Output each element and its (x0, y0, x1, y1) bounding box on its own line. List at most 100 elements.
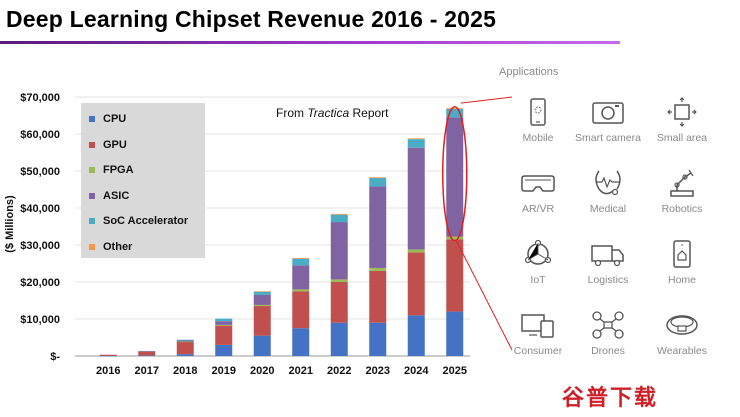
source-suffix: Report (349, 106, 389, 120)
bar-segment-cpu (215, 344, 233, 356)
chart-legend: CPU GPU FPGA ASIC SoC Accelerator Other (81, 103, 205, 258)
highlight-annotation (442, 96, 513, 351)
medical-icon (569, 167, 647, 199)
source-prefix: From (276, 106, 308, 120)
application-small-area: Small area (643, 96, 721, 144)
ar-vr-icon (499, 167, 577, 199)
application-label: AR/VR (521, 203, 555, 215)
source-italic: Tractica (307, 106, 350, 120)
bar-segment-cpu (253, 335, 271, 356)
bar-segment-cpu (138, 355, 156, 357)
drones-icon (569, 309, 647, 341)
bar-segment-soc-accelerator (176, 339, 194, 341)
bar-segment-gpu (99, 354, 117, 356)
bar-segment-gpu (407, 252, 425, 316)
y-tick-labels: $- $10,000 $20,000 $30,000 $40,000 $50,000 $60… (20, 92, 60, 363)
bar-segment-cpu (407, 315, 425, 356)
x-tick-label: 2019 (212, 365, 236, 377)
highlight-ellipse (442, 106, 468, 242)
x-tick-label: 2017 (135, 365, 159, 377)
bar-segment-asic (253, 294, 271, 305)
mobile-icon (499, 96, 577, 128)
application-ar-vr: AR/VR (499, 167, 577, 215)
bar-segment-asic (369, 186, 387, 268)
bar-segment-soc-accelerator (407, 139, 425, 148)
bar-segment-gpu (253, 306, 271, 336)
bar-segment-other (330, 213, 348, 215)
bar-segment-asic (176, 340, 194, 342)
bar-segment-fpga (215, 324, 233, 326)
y-tick-label: $10,000 (20, 314, 60, 326)
bar-segment-other (369, 177, 387, 179)
x-tick-label: 2020 (250, 365, 274, 377)
x-tick-label: 2023 (366, 365, 390, 377)
application-robotics: Robotics (643, 167, 721, 215)
bar-segment-asic (330, 222, 348, 280)
application-smart-camera: Smart camera (569, 96, 647, 144)
application-label: Home (667, 274, 696, 286)
bar-segment-gpu (215, 325, 233, 345)
smart-camera-icon (569, 96, 647, 128)
application-medical: Medical (569, 167, 647, 215)
bar-segment-other (446, 108, 464, 109)
y-tick-label: $- (50, 351, 60, 363)
application-label: Mobile (522, 132, 554, 144)
bar-segment-soc-accelerator (369, 178, 387, 187)
bar-segment-fpga (369, 267, 387, 271)
x-tick-label: 2021 (289, 365, 313, 377)
x-tick-label: 2018 (173, 365, 197, 377)
legend-swatch (89, 192, 95, 199)
home-icon (643, 238, 721, 270)
y-tick-label: $20,000 (20, 277, 60, 289)
y-tick-label: $50,000 (20, 166, 60, 178)
small-area-icon (643, 96, 721, 128)
x-tick-label: 2016 (96, 365, 120, 377)
wearables-icon (643, 309, 721, 341)
x-tick-label: 2022 (327, 365, 351, 377)
highlight-line-bottom (456, 241, 513, 351)
bar-segment-cpu (99, 355, 117, 357)
y-axis-label: ($ Millions) (4, 195, 16, 253)
bar-segment-fpga (176, 341, 194, 343)
legend-label: FPGA (103, 164, 134, 176)
x-tick-label: 2024 (404, 365, 429, 377)
legend-label: GPU (103, 138, 127, 151)
chart-bars (99, 108, 464, 357)
bar-segment-cpu (446, 311, 464, 356)
application-label: Robotics (661, 203, 703, 215)
x-tick-labels: 2016 2017 2018 2019 2020 2021 2022 2023 2024 2025 (96, 365, 467, 377)
bar-segment-soc-accelerator (292, 258, 310, 266)
bar-segment-asic (446, 117, 464, 237)
bar-segment-other (407, 138, 425, 140)
robotics-icon (643, 167, 721, 199)
application-consumer: Consumer (499, 309, 577, 357)
bar-segment-soc-accelerator (330, 214, 348, 223)
bar-segment-gpu (369, 270, 387, 323)
bar-segment-other (292, 257, 310, 259)
bar-segment-fpga (253, 304, 271, 307)
application-label: Medical (589, 203, 627, 215)
bar-segment-gpu (176, 341, 194, 355)
page-title: Deep Learning Chipset Revenue 2016 - 202… (6, 6, 497, 32)
y-tick-label: $40,000 (20, 203, 60, 215)
bar-segment-asic (292, 265, 310, 290)
application-iot: IoT (499, 238, 577, 286)
application-label: Drones (591, 345, 625, 357)
bar-segment-asic (215, 321, 233, 325)
bar-segment-fpga (407, 249, 425, 253)
legend-label: CPU (103, 113, 127, 125)
application-label: Small area (656, 132, 708, 144)
application-label: Consumer (513, 345, 563, 357)
bar-segment-asic (407, 147, 425, 250)
legend-swatch (89, 116, 95, 122)
x-tick-label: 2025 (443, 365, 467, 377)
title-underline (0, 41, 620, 44)
watermark-logo: 谷普下载 (562, 385, 659, 410)
legend-swatch (89, 141, 95, 148)
application-mobile: Mobile (499, 96, 577, 144)
source-note: From Tractica Report (276, 106, 389, 120)
legend-label: ASIC (103, 189, 130, 202)
bar-segment-gpu (292, 291, 310, 329)
legend-swatch (89, 218, 95, 224)
bar-segment-cpu (369, 322, 387, 356)
